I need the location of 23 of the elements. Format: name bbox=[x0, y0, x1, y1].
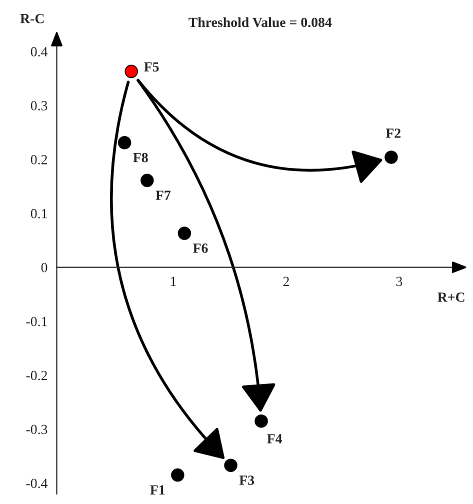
y-tick-label: 0.3 bbox=[30, 101, 48, 110]
x-tick-label: 3 bbox=[396, 276, 402, 286]
y-tick-label: -0.3 bbox=[26, 424, 48, 434]
y-tick-label: 0.4 bbox=[30, 47, 48, 56]
annotation: F8 bbox=[133, 152, 148, 162]
y-tick-label: -0.1 bbox=[26, 316, 47, 326]
y-tick-label: -0.2 bbox=[26, 370, 47, 380]
annotation: F6 bbox=[193, 244, 208, 253]
y-tick-label: 0.2 bbox=[30, 154, 47, 164]
y-tick-label: 0 bbox=[41, 262, 48, 272]
annotation: F3 bbox=[239, 476, 254, 485]
y-axis-title: R-C bbox=[20, 14, 44, 24]
x-tick-label: 2 bbox=[283, 276, 289, 286]
y-tick-label: -0.4 bbox=[26, 478, 48, 488]
annotation: F4 bbox=[267, 434, 282, 444]
x-axis-title: R+C bbox=[438, 292, 464, 302]
annotation: F2 bbox=[386, 128, 400, 138]
annotation: F7 bbox=[156, 190, 171, 200]
chart-title: Threshold Value = 0.084 bbox=[188, 17, 332, 28]
annotation: F1 bbox=[150, 485, 165, 494]
annotation: F5 bbox=[144, 62, 159, 72]
y-tick-label: 0.1 bbox=[30, 208, 47, 218]
x-tick-label: 1 bbox=[170, 276, 176, 286]
